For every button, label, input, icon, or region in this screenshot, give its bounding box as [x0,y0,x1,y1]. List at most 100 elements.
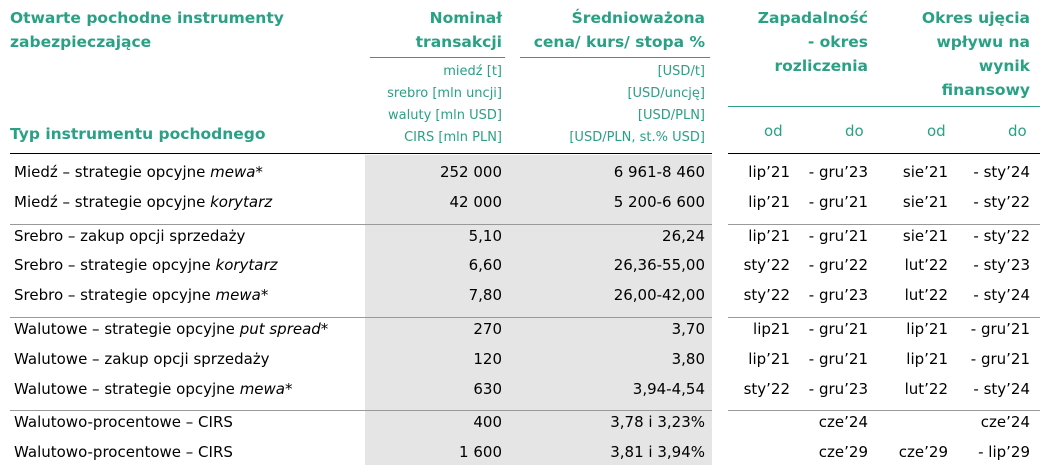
effect-from: lut’22 [904,256,948,275]
nominal: 42 000 [449,192,503,211]
effect-header: wpływu na [936,33,1030,51]
price: 3,80 [671,349,705,368]
effect-from: lut’22 [904,286,948,305]
unit: CIRS [mln PLN] [404,130,502,145]
od: od [927,122,946,140]
name-text: Walutowo-procentowe – CIRS [14,413,233,432]
settlement-to: - gru’21 [808,192,868,211]
unit: [USD/t] [657,64,705,79]
settlement-from: sty’22 [743,379,790,398]
settlement-to: cze’24 [818,413,868,432]
effect-from: lip’21 [906,320,948,338]
row-name: Miedź – strategie opcyjne mewa* [14,162,263,182]
price-header: Średnioważona [571,9,705,27]
row-name: Srebro – zakup opcji sprzedaży [14,226,245,246]
price: 5 200-6 600 [613,192,705,211]
name-italic: put spread* [239,320,329,338]
unit: [USD/PLN, st.% USD] [569,130,705,145]
rule [728,153,1040,154]
name-text: Walutowo-procentowe – CIRS [14,443,233,462]
title: zabezpieczające [10,33,152,51]
settlement-to: - gru’21 [808,320,868,338]
title: Otwarte pochodne instrumenty [10,9,284,27]
name-italic: korytarz [210,192,273,211]
nominal: 5,10 [468,226,502,245]
effect-header: finansowy [941,81,1030,99]
unit: [USD/uncję] [627,86,705,101]
row-name: Walutowo-procentowe – CIRS [14,412,233,432]
settlement-to: - gru’21 [808,349,868,368]
effect-to: - gru’21 [970,320,1030,338]
settlement-header: rozliczenia [774,57,868,75]
settlement-from: lip’21 [748,192,790,211]
settlement-to: - gru’21 [808,226,868,245]
effect-header: wynik [978,57,1030,75]
price: 26,36-55,00 [613,256,705,275]
row-name: Walutowe – strategie opcyjne put spread* [14,319,328,339]
nominal: 400 [473,413,502,432]
name-text: Walutowe – strategie opcyjne [14,320,240,338]
row-name: Miedź – strategie opcyjne korytarz [14,192,272,212]
effect-from: lip’21 [906,349,948,368]
nominal: 630 [473,379,502,398]
row-name: Srebro – strategie opcyjne korytarz [14,255,278,275]
settlement-to: - gru’22 [808,256,868,275]
name-text: Miedź – strategie opcyjne [14,163,211,181]
effect-to: - lip’29 [978,443,1030,462]
settlement-from: sty’22 [743,286,790,305]
nominal: 6,60 [468,256,502,275]
row-name: Walutowe – strategie opcyjne mewa* [14,379,293,399]
nominal: 120 [473,349,502,368]
settlement-from: sty’22 [743,256,790,275]
rule [370,57,505,58]
od: od [764,122,783,140]
rule [10,410,712,412]
unit: srebro [mln uncji] [387,86,502,101]
rule [10,223,712,225]
effect-to: cze’24 [980,413,1030,432]
rule [10,153,712,154]
effect-to: - sty’24 [973,163,1030,181]
price: 3,94-4,54 [632,379,705,398]
row-name: Walutowo-procentowe – CIRS [14,442,233,462]
rule [728,317,1040,318]
price: 26,00-42,00 [613,286,705,305]
shade [365,155,712,465]
settlement-from: lip’21 [748,226,790,245]
type-label: Typ instrumentu pochodnego [10,125,266,143]
effect-to: - sty’23 [973,256,1030,275]
do: do [1008,122,1027,140]
effect-header: Okres ujęcia [921,9,1030,27]
rule [728,106,1040,107]
price: 26,24 [662,226,705,245]
nominal: 7,80 [468,286,502,305]
effect-from: lut’22 [904,379,948,398]
settlement-to: - gru’23 [808,286,868,305]
name-italic: mewa* [239,379,293,398]
effect-from: sie’21 [902,192,948,211]
settlement-to: - gru’23 [808,379,868,398]
effect-from: sie’21 [902,226,948,245]
row-name: Walutowe – zakup opcji sprzedaży [14,349,270,369]
nominal-header: Nominał [429,9,502,27]
settlement-from: lip21 [753,320,790,338]
name-text: Miedź – strategie opcyjne [14,192,211,211]
price: 3,78 i 3,23% [610,413,705,432]
effect-to: - sty’24 [973,379,1030,398]
effect-to: - gru’21 [970,349,1030,368]
name-text: Walutowe – strategie opcyjne [14,379,240,398]
name-italic: korytarz [215,256,278,275]
settlement-header: - okres [807,33,868,51]
row-name: Srebro – strategie opcyjne mewa* [14,285,268,305]
effect-to: - sty’22 [973,192,1030,211]
nominal: 1 600 [459,443,502,462]
rule [10,317,712,318]
name-text: Walutowe – zakup opcji sprzedaży [14,349,270,368]
effect-to: - sty’22 [973,226,1030,245]
rule [520,57,710,58]
do: do [845,122,864,140]
unit: miedź [t] [443,64,502,79]
price: 3,81 i 3,94% [610,443,705,462]
settlement-from: lip’21 [748,349,790,368]
